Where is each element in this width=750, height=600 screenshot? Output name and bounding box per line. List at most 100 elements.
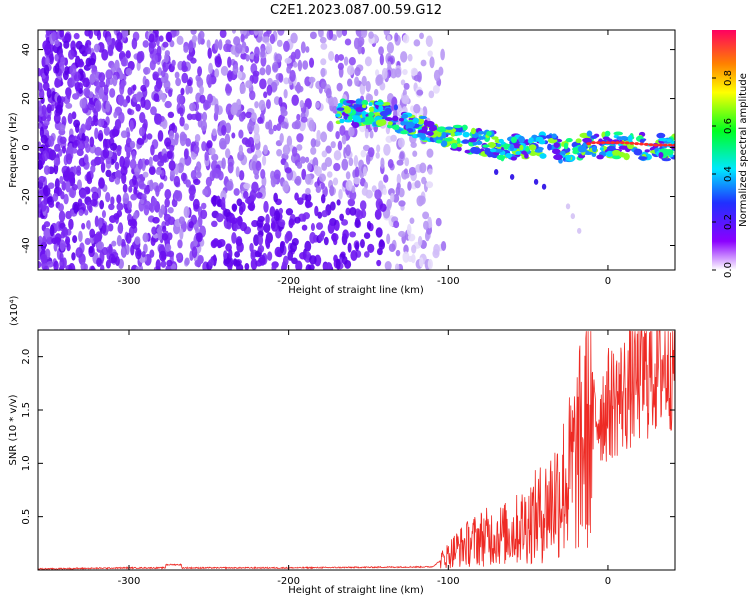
spectrogram-point: [199, 85, 204, 95]
spectrogram-point: [274, 53, 283, 63]
spectrogram-point: [243, 182, 251, 190]
spectrogram-point: [206, 140, 213, 149]
colorbar: 0.0 0.2 0.4 0.6 0.8 Normalized spectral ampl…: [712, 30, 749, 278]
spectrogram-point: [247, 121, 255, 133]
spectrogram-ridge-point: [435, 139, 443, 144]
spectrogram-y-tick-label: 40: [21, 43, 32, 56]
spectrogram-point: [144, 78, 150, 88]
spectrogram-point: [233, 188, 240, 196]
spectrogram-point: [160, 70, 166, 78]
spectrogram-point: [41, 235, 47, 247]
spectrogram-ridge-core: [658, 143, 664, 147]
spectrogram-point: [66, 243, 71, 252]
spectrogram-point: [320, 67, 326, 78]
spectrogram-ridge-point: [627, 134, 633, 143]
spectrogram-point: [214, 56, 222, 68]
spectrogram-ridge-point: [393, 104, 399, 111]
spectrogram-point: [195, 74, 201, 82]
spectrogram-point: [164, 137, 172, 148]
snr-y-multiplier: (x10⁴): [9, 295, 20, 326]
spectrogram-point: [320, 194, 326, 204]
spectrogram-point: [367, 243, 375, 254]
spectrogram-point: [244, 262, 250, 270]
spectrogram-point: [386, 233, 391, 245]
spectrogram-point: [95, 71, 100, 83]
spectrogram-ridge-point: [470, 127, 476, 135]
spectrogram-point: [86, 220, 91, 230]
spectrogram-ridge-point: [539, 153, 547, 159]
spectrogram-point: [136, 60, 141, 71]
spectrogram-point: [255, 191, 263, 199]
spectrogram-point: [409, 217, 415, 224]
spectrogram-point: [54, 63, 60, 74]
spectrogram-point: [190, 113, 198, 120]
spectrogram-point: [386, 42, 395, 54]
spectrogram-point: [345, 207, 351, 216]
spectrogram-point: [219, 140, 227, 150]
spectrogram-ridge-point: [445, 126, 454, 130]
spectrogram-point: [253, 132, 261, 144]
spectrogram-point: [71, 79, 76, 87]
spectrogram-ridge-point: [545, 134, 554, 139]
spectrogram-point: [204, 151, 209, 162]
spectrogram-point: [265, 213, 270, 225]
spectrogram-point: [151, 226, 157, 235]
spectrogram-point: [287, 250, 294, 261]
spectrogram-point: [166, 259, 173, 267]
spectrogram-point: [315, 101, 320, 109]
spectrogram-point: [386, 34, 391, 42]
spectrogram-point: [396, 173, 402, 186]
spectrogram-point: [341, 30, 348, 37]
spectrogram-point: [260, 169, 266, 180]
spectrogram-ridge-point: [602, 136, 610, 140]
spectrogram-point: [308, 76, 316, 83]
spectrogram-point: [183, 148, 189, 160]
spectrogram-point: [55, 104, 63, 116]
spectrogram-point: [249, 189, 257, 202]
spectrogram-ridge-point: [572, 149, 580, 155]
spectrogram-point: [304, 173, 312, 185]
spectrogram-ridge-point: [462, 131, 470, 138]
spectrogram-ridge-point: [441, 131, 447, 139]
spectrogram-ridge-point: [586, 130, 593, 137]
spectrogram-point: [276, 123, 282, 132]
spectrogram-point: [239, 65, 244, 73]
spectrogram-point: [185, 179, 191, 188]
spectrogram-point: [38, 88, 45, 100]
spectrogram-point: [533, 178, 539, 185]
spectrogram-point: [410, 141, 417, 149]
spectrogram-ridge-point: [618, 145, 629, 150]
spectrogram-point: [284, 167, 292, 174]
spectrogram-point: [276, 39, 283, 48]
spectrogram-point: [362, 166, 367, 177]
spectrogram-ridge-core: [591, 141, 597, 145]
spectrogram-point: [380, 157, 385, 169]
spectrogram-ridge-point: [368, 111, 375, 118]
spectrogram-point: [59, 136, 67, 144]
spectrogram-point: [338, 54, 345, 61]
spectrogram-point: [374, 209, 382, 220]
spectrogram-y-tick-label: 20: [21, 92, 32, 105]
spectrogram-point: [221, 196, 226, 209]
spectrogram-point: [151, 197, 158, 207]
spectrogram-point: [339, 213, 345, 221]
spectrogram-point: [211, 153, 219, 162]
spectrogram-point: [227, 161, 234, 174]
spectrogram-point: [326, 171, 333, 178]
spectrogram-point: [167, 232, 173, 241]
spectrogram-point: [47, 182, 55, 190]
spectrogram-point: [333, 162, 341, 172]
spectrogram-point: [394, 32, 399, 42]
spectrogram-point: [327, 222, 335, 234]
spectrogram-point: [221, 157, 226, 170]
spectrogram-point: [83, 87, 91, 97]
spectrogram-point: [376, 144, 381, 153]
spectrogram-point: [143, 243, 148, 254]
spectrogram-point: [265, 121, 270, 130]
spectrogram-point: [72, 235, 78, 244]
spectrogram-point: [354, 67, 361, 77]
spectrogram-point: [96, 80, 101, 91]
spectrogram-point: [359, 200, 367, 211]
spectrogram-point: [407, 255, 414, 263]
spectrogram-point: [286, 135, 293, 148]
